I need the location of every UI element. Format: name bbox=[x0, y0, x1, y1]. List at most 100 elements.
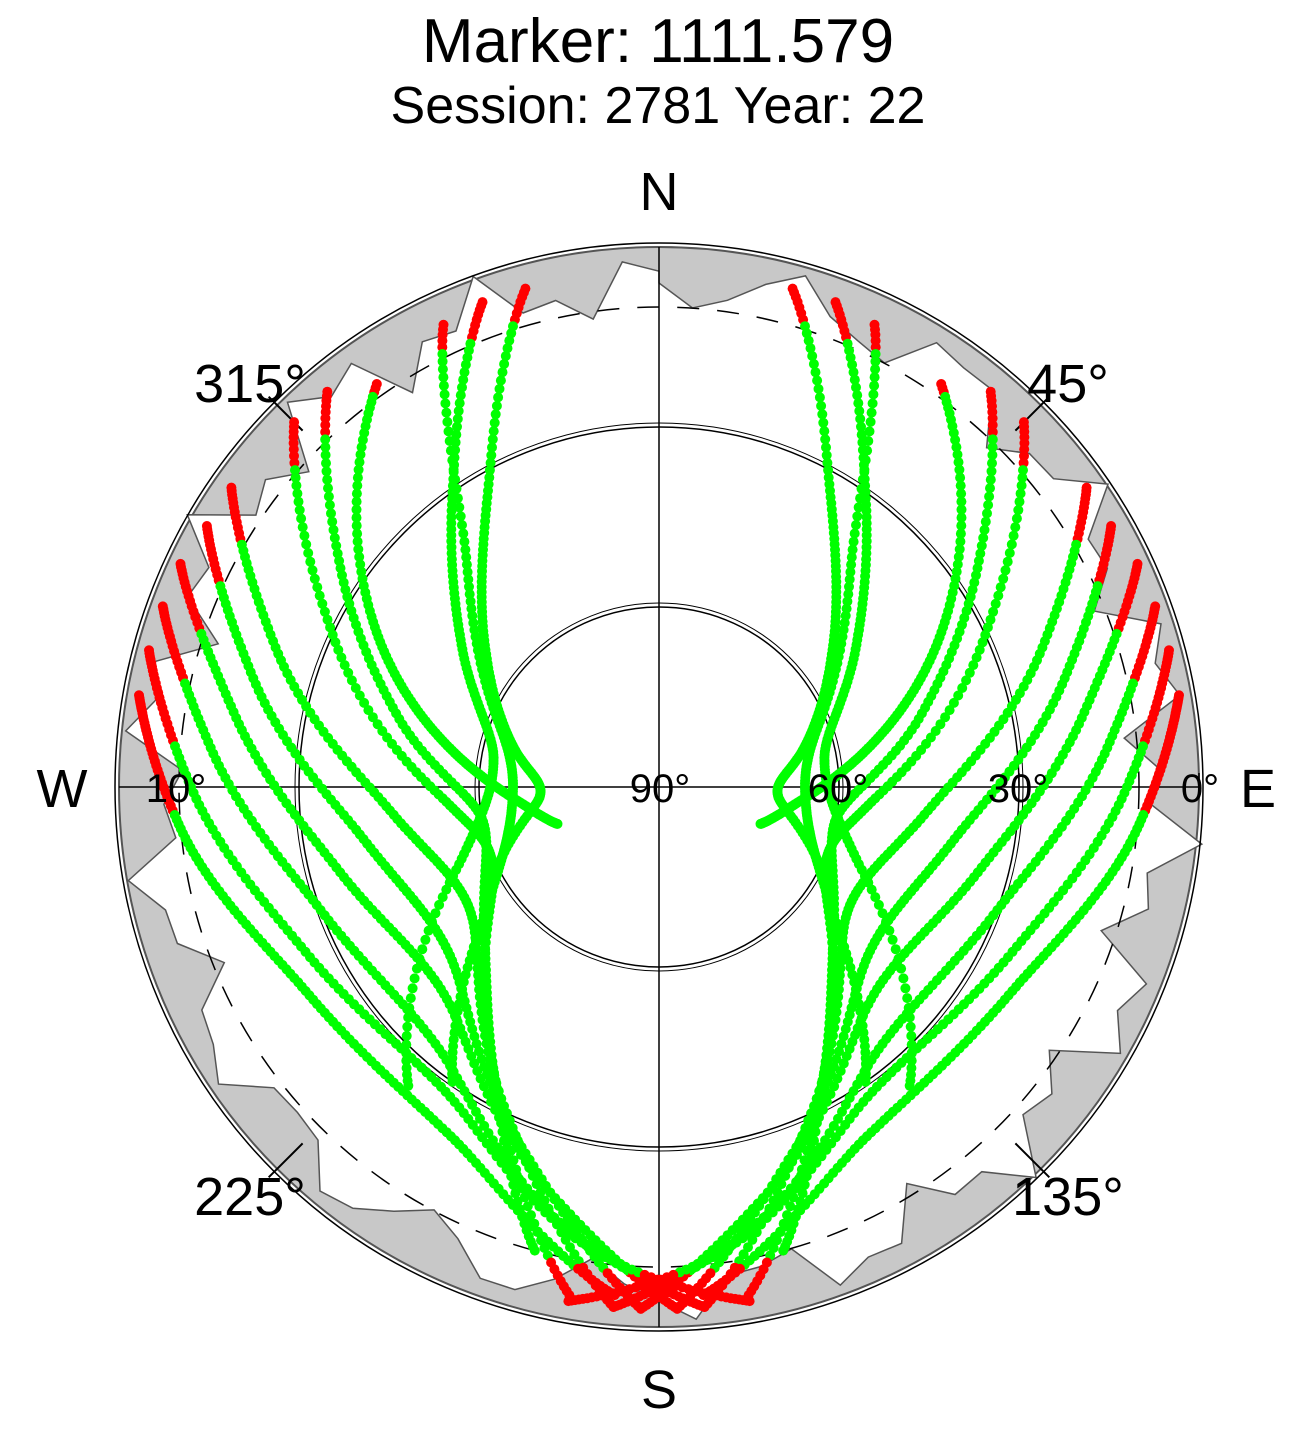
track-12-point bbox=[810, 367, 821, 378]
track-23-point bbox=[449, 459, 460, 470]
track-23-point bbox=[453, 406, 464, 416]
track-1-point bbox=[955, 528, 966, 539]
track-14-point bbox=[437, 349, 448, 359]
track-1-point bbox=[953, 457, 964, 468]
track-7-point bbox=[825, 1089, 836, 1100]
track-13-point bbox=[353, 464, 364, 475]
track-15-point bbox=[326, 508, 336, 519]
track-12-point bbox=[813, 383, 824, 394]
track-16-point bbox=[367, 712, 378, 723]
track-24-point bbox=[486, 450, 497, 461]
track-13-point bbox=[354, 551, 365, 562]
track-1-point bbox=[956, 520, 967, 531]
compass-north: N bbox=[640, 162, 679, 222]
track-23-point bbox=[411, 963, 422, 974]
elevation-label-0: 0° bbox=[1181, 767, 1219, 811]
track-23-point bbox=[402, 1021, 413, 1032]
track-5-point bbox=[826, 1038, 837, 1049]
track-2-point bbox=[849, 528, 860, 539]
track-17-point bbox=[474, 984, 485, 995]
track-22-point bbox=[609, 1290, 620, 1301]
track-23-point bbox=[420, 934, 431, 945]
track-15-point bbox=[323, 483, 333, 494]
track-11-point bbox=[870, 892, 881, 903]
track-23-point bbox=[403, 1012, 414, 1023]
track-12-point bbox=[820, 434, 831, 445]
track-4-point bbox=[1015, 488, 1026, 499]
track-14-point bbox=[464, 581, 474, 592]
track-15-point bbox=[322, 474, 333, 485]
track-12-point bbox=[818, 417, 829, 428]
track-16-point bbox=[291, 480, 302, 491]
track-1-point bbox=[954, 464, 965, 475]
track-2-point bbox=[846, 559, 857, 570]
track-16-point bbox=[317, 598, 328, 609]
track-15-point bbox=[320, 442, 331, 453]
track-14-point bbox=[460, 544, 471, 555]
track-24-point bbox=[491, 400, 502, 411]
track-2-point bbox=[844, 581, 854, 592]
track-11-point bbox=[856, 429, 867, 440]
track-16-point bbox=[290, 472, 301, 483]
track-17-point bbox=[474, 991, 485, 1002]
track-11-point bbox=[906, 1030, 917, 1041]
track-14-point bbox=[455, 511, 466, 522]
track-1-point bbox=[956, 512, 967, 523]
track-16-point bbox=[299, 530, 310, 541]
track-16-point bbox=[346, 675, 357, 686]
track-1-point bbox=[954, 544, 965, 555]
track-23-point bbox=[427, 916, 437, 927]
track-4-point bbox=[993, 590, 1004, 601]
track-11-point bbox=[884, 925, 895, 936]
track-20-point bbox=[699, 1302, 710, 1312]
track-14-point bbox=[440, 398, 451, 409]
azimuth-tick-135 bbox=[1014, 1142, 1051, 1179]
track-11-point bbox=[851, 382, 861, 393]
track-13-point bbox=[355, 449, 366, 460]
track-14-point bbox=[463, 574, 474, 585]
track-18-point bbox=[469, 1031, 480, 1042]
track-23-point bbox=[449, 452, 460, 463]
track-2-point bbox=[869, 372, 880, 383]
track-15-point bbox=[320, 420, 331, 430]
track-3-point bbox=[987, 450, 998, 460]
azimuth-label-45: 45° bbox=[1027, 354, 1109, 414]
track-14-point bbox=[442, 416, 453, 427]
track-17-point bbox=[481, 1038, 492, 1049]
track-4-point bbox=[827, 944, 838, 955]
track-15-point bbox=[332, 548, 343, 559]
track-11-point bbox=[847, 359, 858, 370]
track-13-point bbox=[351, 488, 362, 499]
track-16-point bbox=[479, 951, 490, 962]
track-15-point bbox=[323, 491, 334, 502]
track-23-point bbox=[404, 1002, 415, 1013]
track-4-point bbox=[1006, 539, 1017, 550]
track-12-point bbox=[814, 392, 825, 403]
track-7-point bbox=[832, 1073, 843, 1084]
track-17-point bbox=[480, 1030, 490, 1041]
track-3-point bbox=[982, 508, 992, 519]
track-16-point bbox=[350, 683, 361, 693]
track-16-point bbox=[354, 690, 365, 701]
track-11-point bbox=[866, 884, 877, 895]
track-2-point bbox=[868, 389, 879, 400]
track-7-point bbox=[818, 1104, 828, 1115]
track-23-point bbox=[437, 892, 448, 903]
track-23-point bbox=[454, 398, 465, 409]
track-12-point bbox=[817, 409, 828, 420]
track-24-point bbox=[504, 335, 515, 346]
azimuth-label-225: 225° bbox=[194, 1167, 306, 1227]
track-23-point bbox=[452, 413, 463, 424]
track-14-point bbox=[441, 407, 452, 418]
track-7-point bbox=[809, 1120, 820, 1131]
track-2-point bbox=[865, 416, 876, 427]
track-3-point bbox=[984, 491, 995, 502]
track-23-point bbox=[405, 993, 416, 1004]
track-3-point bbox=[778, 1245, 789, 1256]
track-14-point bbox=[461, 552, 472, 563]
track-16-point bbox=[330, 637, 341, 648]
track-4-point bbox=[998, 573, 1009, 584]
track-4-point bbox=[1010, 522, 1021, 533]
track-23-point bbox=[441, 884, 452, 895]
track-19-point bbox=[486, 1096, 497, 1107]
